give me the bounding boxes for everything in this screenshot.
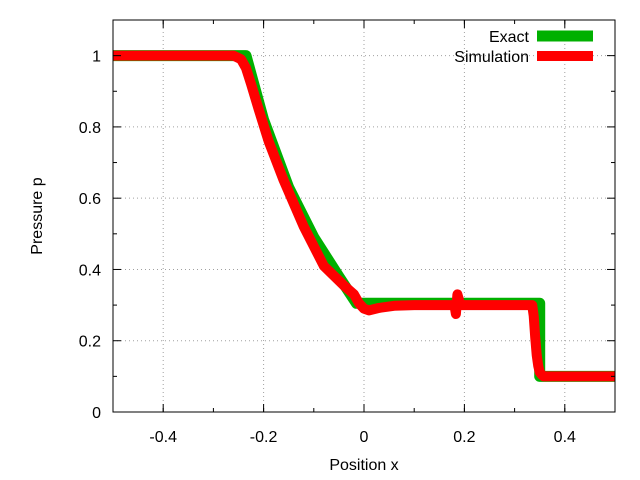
- y-tick-label: 0.8: [79, 120, 101, 137]
- legend: Exact Simulation: [454, 29, 593, 66]
- tick-labels: -0.4 -0.2 0 0.2 0.4 0 0.2 0.4 0.6 0.8 1: [79, 49, 576, 446]
- y-tick-label: 0.4: [79, 262, 101, 279]
- x-tick-label: -0.2: [250, 429, 278, 446]
- y-tick-label: 0: [92, 405, 101, 422]
- y-tick-label: 0.6: [79, 191, 101, 208]
- legend-label: Exact: [489, 29, 530, 46]
- y-tick-label: 0.2: [79, 334, 101, 351]
- series-layer: [113, 50, 615, 382]
- grid: [113, 20, 615, 413]
- x-tick-label: 0.4: [554, 429, 576, 446]
- y-tick-label: 1: [92, 49, 101, 66]
- x-tick-label: 0.2: [453, 429, 475, 446]
- axis-ticks: [112, 20, 616, 413]
- series-line-simulation: [113, 50, 615, 382]
- legend-label: Simulation: [454, 49, 529, 66]
- x-tick-label: 0: [360, 429, 369, 446]
- x-axis-label: Position x: [329, 457, 398, 474]
- y-axis-label: Pressure p: [29, 177, 46, 254]
- x-tick-label: -0.4: [149, 429, 177, 446]
